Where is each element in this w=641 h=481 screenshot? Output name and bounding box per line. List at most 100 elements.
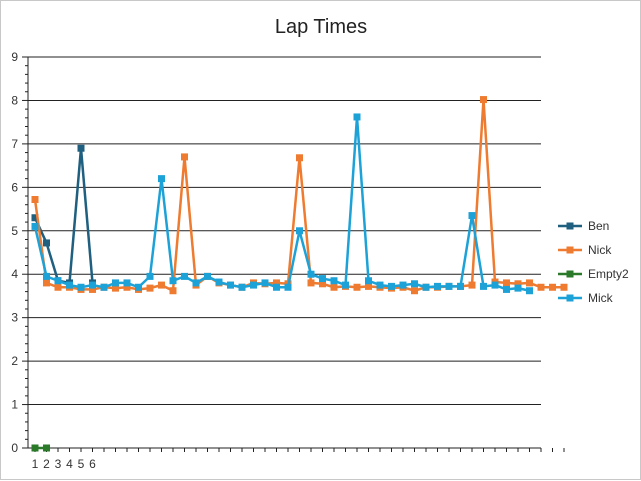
x-tick-label-3: 3 [55, 457, 62, 471]
data-point [43, 239, 50, 247]
data-point [503, 285, 510, 293]
series-line-mick [33, 115, 530, 292]
data-point [514, 284, 522, 292]
data-point [31, 444, 39, 452]
y-tick-label-1: 1 [11, 398, 18, 412]
data-point [43, 272, 50, 280]
data-point [353, 283, 361, 291]
data-point [468, 281, 476, 289]
data-point [480, 282, 487, 290]
data-point [273, 283, 280, 291]
data-point [491, 281, 499, 289]
data-point [169, 287, 177, 295]
data-point [31, 222, 39, 230]
legend-entry-ben: Ben [558, 219, 609, 233]
legend-label: Ben [588, 219, 609, 233]
data-point [434, 282, 441, 290]
y-tick-label-5: 5 [11, 224, 18, 238]
legend-swatch-marker [566, 246, 574, 254]
data-point [296, 154, 303, 162]
data-point [307, 270, 315, 278]
y-tick-label-8: 8 [11, 93, 18, 107]
legend-entry-mick: Mick [558, 291, 614, 305]
data-point [31, 195, 39, 203]
data-point [468, 212, 476, 220]
legend-label: Nick [588, 243, 612, 257]
data-point [54, 277, 62, 285]
data-point [77, 283, 85, 291]
data-point [445, 282, 453, 290]
data-point [89, 285, 96, 293]
data-point [422, 283, 430, 291]
data-point [31, 214, 39, 222]
data-point [43, 279, 50, 287]
chart-title: Lap Times [275, 16, 367, 38]
x-tick-label-4: 4 [66, 457, 73, 471]
data-point [342, 281, 349, 289]
data-point [204, 272, 211, 280]
data-point [192, 279, 200, 287]
gridlines [28, 56, 541, 406]
data-point [77, 144, 85, 152]
data-point [250, 281, 257, 289]
y-tick-label-9: 9 [11, 50, 18, 64]
series-nick [31, 96, 568, 295]
data-point [43, 444, 50, 452]
legend-label: Empty2 [588, 267, 629, 281]
y-tick-label-3: 3 [11, 311, 18, 325]
series-lines [31, 96, 568, 452]
legend-entry-nick: Nick [558, 243, 612, 257]
x-tick-label-5: 5 [78, 457, 85, 471]
data-point [284, 283, 292, 291]
data-point [319, 275, 326, 283]
y-tick-label-7: 7 [11, 137, 18, 151]
data-point [526, 279, 533, 287]
legend-entry-empty2: Empty2 [558, 267, 629, 281]
data-point [480, 96, 487, 104]
data-point [158, 281, 165, 289]
data-point [549, 283, 556, 291]
data-point [123, 279, 131, 287]
data-point [66, 281, 73, 289]
data-point [526, 287, 533, 295]
data-point [123, 283, 131, 291]
data-point [146, 272, 154, 280]
data-point [100, 283, 108, 291]
data-point [503, 279, 510, 287]
x-tick-label-1: 1 [32, 457, 39, 471]
data-point [181, 153, 188, 161]
data-point [411, 280, 418, 288]
data-point [514, 280, 522, 288]
series-mick [31, 113, 533, 295]
data-point [238, 283, 246, 291]
legend: Ben Nick Empty2 Mick [558, 219, 629, 305]
data-point [273, 279, 280, 287]
data-point [112, 279, 119, 287]
data-point [457, 282, 464, 290]
y-tick-label-2: 2 [11, 354, 18, 368]
series-line-nick [33, 98, 564, 292]
data-point [388, 282, 395, 290]
legend-swatch-marker [566, 222, 574, 230]
data-point [181, 272, 188, 280]
data-point [399, 281, 407, 289]
data-point [330, 277, 338, 285]
data-point [560, 283, 568, 291]
data-point [89, 281, 96, 289]
x-tick-label-6: 6 [89, 457, 96, 471]
x-tick-label-2: 2 [43, 457, 50, 471]
data-point [54, 283, 62, 291]
series-empty2 [31, 444, 50, 452]
data-point [215, 278, 223, 286]
series-ben [31, 144, 96, 287]
data-point [319, 280, 326, 288]
data-point [307, 279, 315, 287]
data-point [146, 284, 154, 292]
data-point [376, 281, 384, 289]
data-point [158, 175, 165, 183]
data-point [169, 277, 177, 285]
legend-swatch-marker [566, 294, 574, 302]
data-point [135, 283, 142, 291]
